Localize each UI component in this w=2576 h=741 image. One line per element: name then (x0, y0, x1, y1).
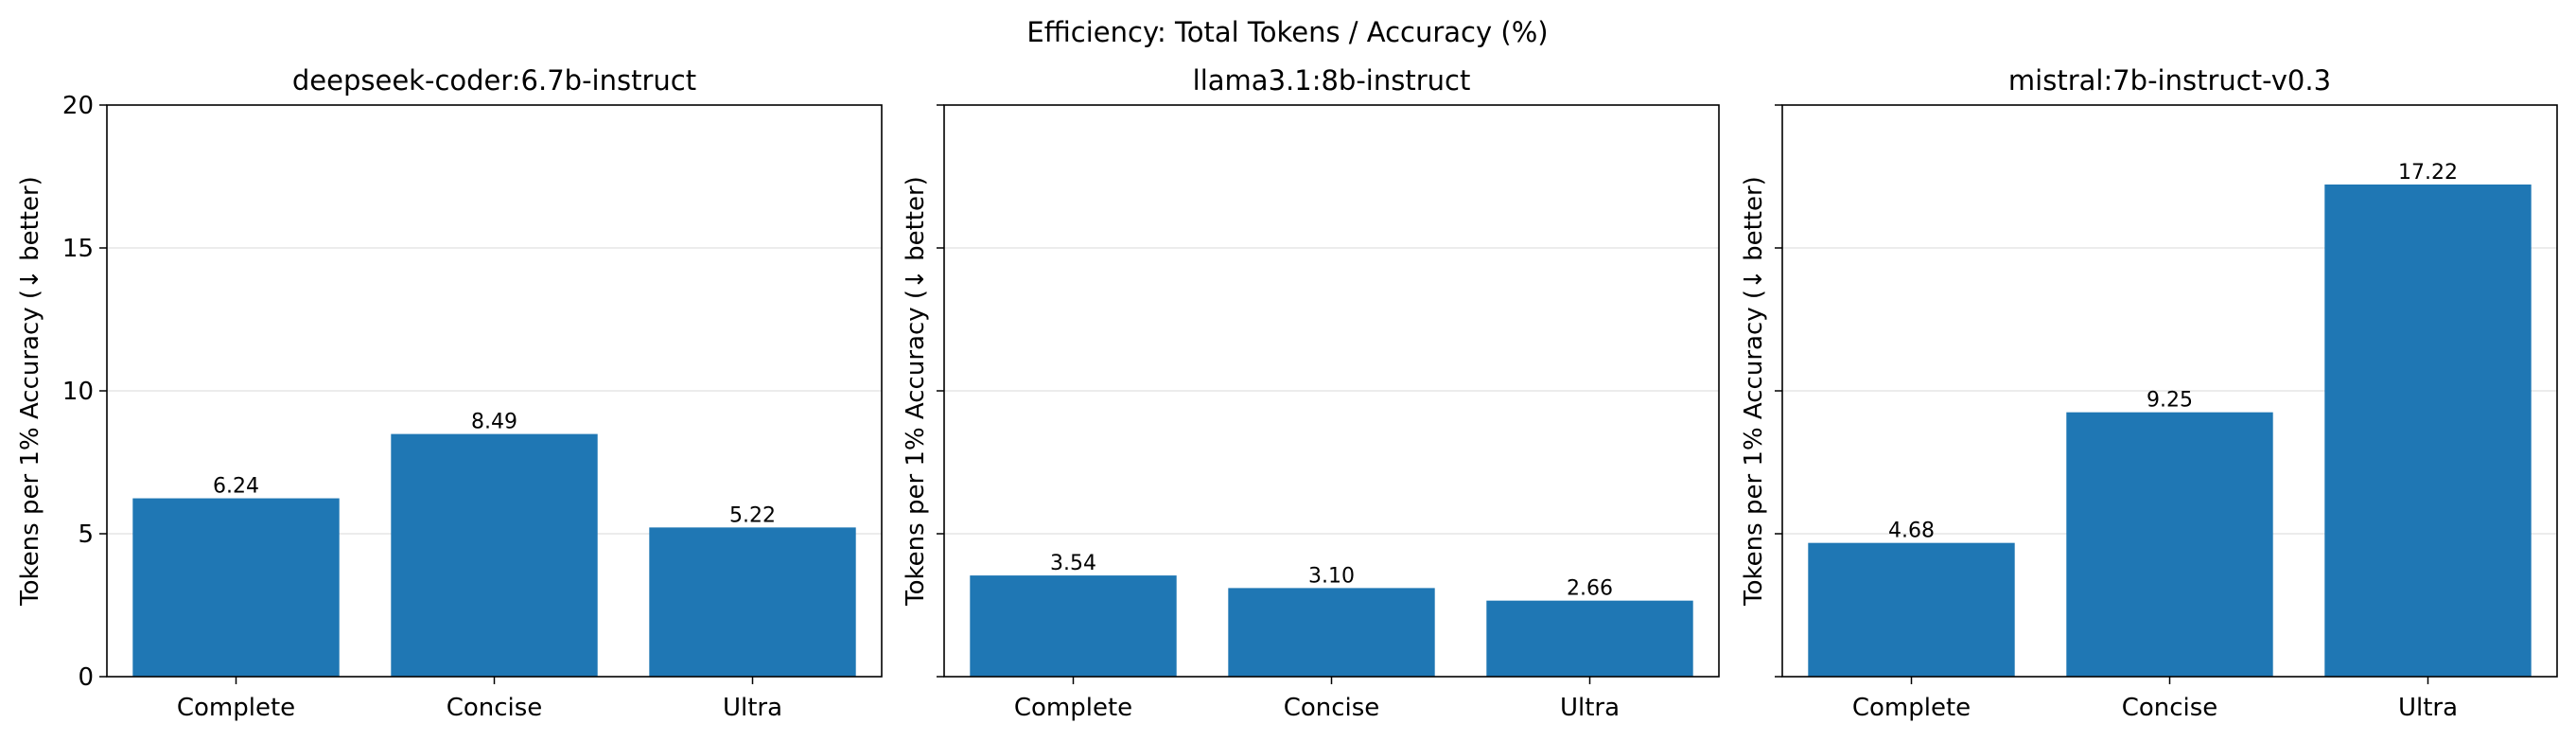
panel-3-axes-frame (1781, 104, 2558, 678)
panel-3-xtick-label: Concise (2122, 694, 2218, 722)
panel-2-title: llama3.1:8b-instruct (1193, 64, 1471, 97)
panel-2-axes-frame (943, 104, 1720, 678)
panel-1-value-label: 8.49 (471, 411, 517, 434)
panel-1-ytick-label: 20 (62, 92, 94, 120)
panel-2-bar-ultra (1486, 600, 1693, 677)
panel-2-value-label: 2.66 (1567, 577, 1613, 601)
panel-3-bar-ultra (2324, 184, 2532, 677)
panel-2-xtick-label: Ultra (1560, 694, 1620, 722)
panel-1-xtick-label: Ultra (723, 694, 782, 722)
panel-3-xtick-label: Complete (1852, 694, 1971, 722)
panel-1-xtick-label: Complete (177, 694, 295, 722)
panel-1-value-label: 6.24 (213, 475, 259, 499)
panel-2-bar-complete (970, 575, 1177, 677)
panel-3-value-label: 17.22 (2398, 161, 2458, 185)
panel-1-ytick-label: 15 (62, 235, 94, 263)
panel-1-ytick-label: 0 (78, 663, 94, 692)
panel-1-bar-concise (391, 433, 598, 677)
panel-1-axes-frame (106, 104, 883, 678)
panel-1-bar-ultra (649, 527, 856, 677)
panel-3-value-label: 4.68 (1888, 520, 1935, 543)
panel-1-bar-complete (132, 498, 340, 677)
panel-3-bar-concise (2066, 412, 2273, 677)
panel-2-xtick-label: Complete (1014, 694, 1132, 722)
panel-2-value-label: 3.10 (1308, 564, 1355, 588)
panel-3-bar-complete (1808, 542, 2015, 677)
panel-2-value-label: 3.54 (1050, 552, 1096, 575)
panel-1-ytick-label: 10 (62, 378, 94, 406)
panel-2-xtick-label: Concise (1284, 694, 1380, 722)
panel-3-title: mistral:7b-instruct-v0.3 (2008, 64, 2331, 97)
figure-suptitle: Efficiency: Total Tokens / Accuracy (%) (1026, 16, 1548, 48)
panel-3-value-label: 9.25 (2147, 389, 2193, 413)
panel-1-title: deepseek-coder:6.7b-instruct (292, 64, 696, 97)
panel-1-ylabel: Tokens per 1% Accuracy (↓ better) (16, 176, 44, 607)
panel-1-value-label: 5.22 (729, 503, 776, 527)
panel-3-ylabel: Tokens per 1% Accuracy (↓ better) (1740, 176, 1768, 607)
panel-2-bar-concise (1228, 588, 1435, 677)
panel-2-ylabel: Tokens per 1% Accuracy (↓ better) (902, 176, 930, 607)
panel-1-xtick-label: Concise (447, 694, 543, 722)
panel-1-ytick-label: 5 (78, 520, 94, 549)
panel-3-xtick-label: Ultra (2398, 694, 2458, 722)
